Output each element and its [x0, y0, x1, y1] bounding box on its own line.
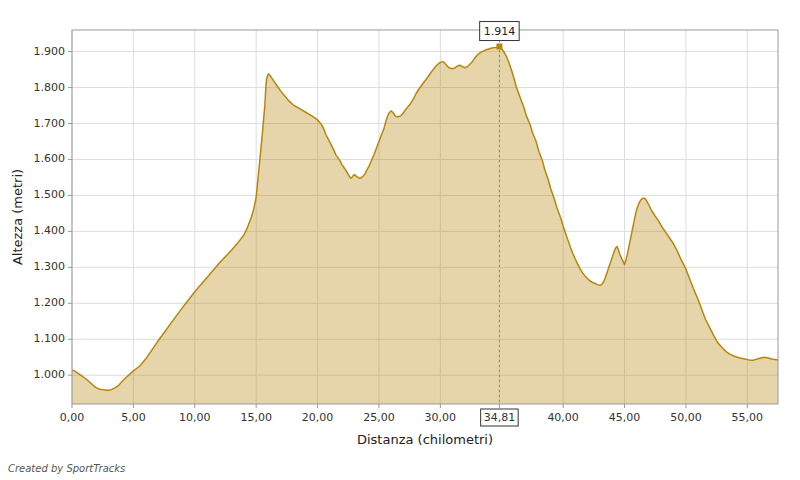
y-axis-label: Altezza (metri): [10, 169, 25, 265]
tick: [68, 123, 72, 124]
annotations: 1.914: [480, 22, 520, 41]
tick-label: 55,00: [732, 411, 764, 424]
tick: [68, 231, 72, 232]
area: [72, 47, 778, 404]
grid-line: [747, 30, 748, 404]
tick-label: 1.500: [34, 188, 66, 201]
tick: [68, 267, 72, 268]
annotation-line: [499, 30, 500, 404]
tick-label: 15,00: [240, 411, 272, 424]
annotation: 1.914: [484, 25, 516, 38]
tick-label: 20,00: [302, 411, 334, 424]
tick: [563, 404, 564, 408]
tick-label: 1.800: [34, 81, 66, 94]
tick-label: 30,00: [425, 411, 457, 424]
tick-label: 34,81: [484, 411, 516, 424]
annotation-marks: [496, 30, 502, 404]
tick: [72, 404, 73, 408]
tick: [499, 404, 500, 408]
tick: [685, 404, 686, 408]
plot-area: [72, 47, 778, 404]
tick-label: 1.700: [34, 117, 66, 130]
tick-label: 50,00: [670, 411, 702, 424]
tick-label: 1.600: [34, 152, 66, 165]
plot-frame: [72, 30, 778, 404]
tick-label: 1.900: [34, 45, 66, 58]
annotation-box: [480, 22, 520, 41]
tick-label-box: [481, 409, 519, 426]
tick: [68, 375, 72, 376]
tick-label: 1.200: [34, 296, 66, 309]
tick: [68, 51, 72, 52]
tick-label: 25,00: [363, 411, 395, 424]
grid: [72, 30, 778, 404]
tick: [68, 303, 72, 304]
annotation-point: [496, 44, 502, 50]
tick: [624, 404, 625, 408]
tick-label: 1.100: [34, 332, 66, 345]
tick: [747, 404, 748, 408]
x-axis: 0,00 5,00 10,00 15,00 20,00 25,00 30,00 34,81 40…: [60, 404, 763, 426]
tick-label: 1.400: [34, 224, 66, 237]
tick-label: 45,00: [609, 411, 641, 424]
tick: [68, 195, 72, 196]
line: [72, 47, 778, 391]
chart: 1.000 1.100 1.200 1.300 1.400 1.500 1.600 1.700…: [0, 0, 800, 480]
tick: [68, 159, 72, 160]
tick-label: 10,00: [179, 411, 211, 424]
tick: [256, 404, 257, 408]
tick-label: 1.000: [34, 368, 66, 381]
grid-line: [133, 30, 134, 404]
tick: [133, 404, 134, 408]
tick: [317, 404, 318, 408]
tick: [68, 339, 72, 340]
caption: Created by SportTracks: [8, 463, 125, 474]
x-axis-label: Distanza (chilometri): [357, 432, 493, 447]
tick-label: 1.300: [34, 260, 66, 273]
tick: [194, 404, 195, 408]
tick: [378, 404, 379, 408]
tick-label: 5,00: [121, 411, 146, 424]
tick: [68, 87, 72, 88]
tick: [440, 404, 441, 408]
tick-label: 0,00: [60, 411, 85, 424]
y-axis: 1.000 1.100 1.200 1.300 1.400 1.500 1.600 1.700…: [34, 45, 73, 382]
grid-line: [72, 51, 778, 52]
tick-label: 40,00: [547, 411, 579, 424]
